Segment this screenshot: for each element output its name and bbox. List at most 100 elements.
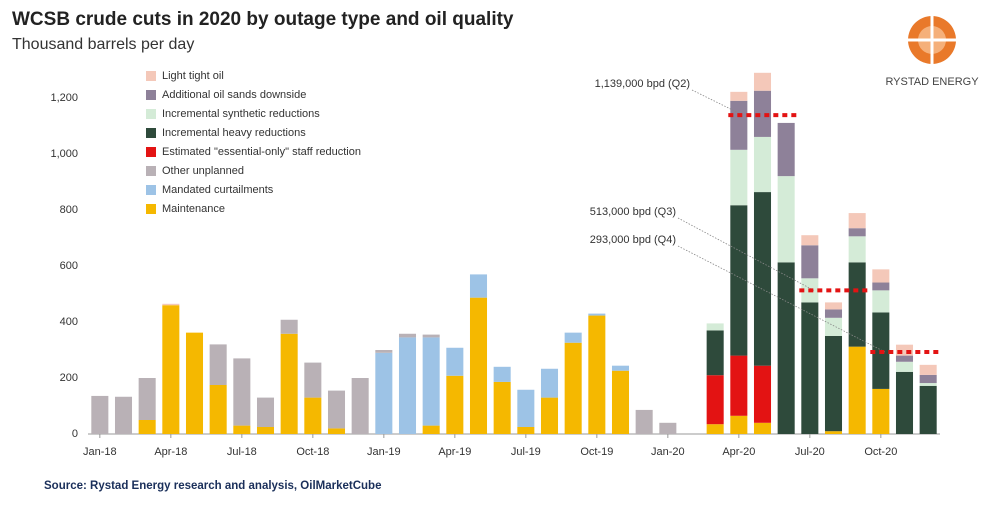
x-tick-label: Apr-19 <box>438 446 471 458</box>
bar-segment <box>919 364 937 375</box>
leader-line <box>691 89 744 116</box>
bar-segment <box>564 332 582 343</box>
bar-segment <box>895 355 914 362</box>
bar-segment <box>138 420 156 434</box>
bar-segment <box>872 282 890 291</box>
bar-segment <box>233 358 251 426</box>
bar-segment <box>895 371 914 434</box>
bar-segment <box>730 149 748 206</box>
y-tick-label: 400 <box>60 316 78 328</box>
bar-segment <box>540 368 559 398</box>
annotation: 1,139,000 bpd (Q2) <box>595 78 690 90</box>
bar-segment <box>872 290 890 313</box>
bar-segment <box>777 176 795 263</box>
bar-segment <box>493 381 511 434</box>
bar-segment <box>162 305 180 434</box>
bar-segment <box>848 213 866 229</box>
legend-swatch <box>146 204 156 214</box>
bar-segment <box>848 236 866 263</box>
bar-segment <box>422 425 440 434</box>
bar-segment <box>753 90 772 137</box>
bar-segment <box>706 424 724 434</box>
bar-segment <box>398 337 417 434</box>
bar-segment <box>919 374 937 384</box>
bar-segment <box>919 383 937 386</box>
bar-segment <box>635 409 653 434</box>
x-tick-label: Oct-18 <box>296 446 329 458</box>
bar-segment <box>824 309 843 318</box>
bar-segment <box>730 91 748 101</box>
legend-label: Incremental heavy reductions <box>162 127 306 139</box>
bar-segment <box>256 427 275 434</box>
x-tick-label: Jul-20 <box>795 446 825 458</box>
brand: RYSTAD ENERGY <box>885 76 979 88</box>
legend-label: Other unplanned <box>162 165 244 177</box>
bar-segment <box>114 396 133 434</box>
bar-segment <box>564 342 582 434</box>
bar-segment <box>375 352 393 434</box>
y-tick-label: 0 <box>72 428 78 440</box>
bar-segment <box>730 355 748 416</box>
x-tick-label: Jan-20 <box>651 446 685 458</box>
bar-segment <box>706 323 724 331</box>
x-tick-label: Apr-20 <box>722 446 755 458</box>
bar-segment <box>138 378 156 420</box>
y-tick-label: 1,000 <box>50 148 78 160</box>
bar-segment <box>588 315 606 434</box>
bar-segment <box>753 192 772 366</box>
legend-swatch <box>146 90 156 100</box>
bar-segment <box>895 344 914 356</box>
bar-segment <box>706 330 724 376</box>
source: Source: Rystad Energy research and analy… <box>44 480 381 492</box>
bar-segment <box>824 336 843 432</box>
bar-segment <box>327 390 346 429</box>
bar-segment <box>706 375 724 425</box>
bar-segment <box>209 385 227 434</box>
bar-segment <box>327 428 346 434</box>
y-tick-label: 1,200 <box>50 92 78 104</box>
bar-segment <box>777 262 795 434</box>
legend-label: Additional oil sands downside <box>162 89 306 101</box>
y-tick-label: 600 <box>60 260 78 272</box>
bar-segment <box>351 378 369 434</box>
bar-segment <box>469 297 488 434</box>
x-tick-label: Apr-18 <box>154 446 187 458</box>
bar-segment <box>872 269 890 283</box>
bar-segment <box>730 100 748 150</box>
bar-segment <box>872 388 890 434</box>
legend-swatch <box>146 166 156 176</box>
bar-segment <box>753 422 772 434</box>
annotation: 513,000 bpd (Q3) <box>590 206 676 218</box>
bar-segment <box>824 302 843 310</box>
bar-segment <box>588 313 606 316</box>
x-tick-label: Oct-20 <box>864 446 897 458</box>
y-tick-label: 200 <box>60 372 78 384</box>
bar-segment <box>446 375 464 434</box>
bar-segment <box>801 235 819 246</box>
chart-title: WCSB crude cuts in 2020 by outage type a… <box>12 9 514 30</box>
bar-segment <box>848 228 866 237</box>
bar-segment <box>517 389 535 427</box>
chart-subtitle: Thousand barrels per day <box>12 36 194 53</box>
bar-segment <box>280 333 298 434</box>
bar-segment <box>233 425 251 434</box>
bar-segment <box>730 415 748 434</box>
x-tick-label: Jul-18 <box>227 446 257 458</box>
legend-swatch <box>146 109 156 119</box>
bar-segment <box>801 245 819 279</box>
bar-segment <box>611 370 630 434</box>
bar-segment <box>848 262 866 347</box>
bar-segment <box>895 361 914 372</box>
bar-segment <box>611 365 630 371</box>
x-tick-label: Jan-19 <box>367 446 401 458</box>
bar-segment <box>446 347 464 376</box>
bar-segment <box>209 344 227 385</box>
bar-segment <box>730 205 748 356</box>
bar-segment <box>185 332 204 434</box>
bar-segment <box>375 350 393 353</box>
legend-swatch <box>146 71 156 81</box>
x-tick-label: Jan-18 <box>83 446 117 458</box>
x-tick-label: Jul-19 <box>511 446 541 458</box>
logo <box>908 16 956 64</box>
legend-label: Estimated "essential-only" staff reducti… <box>162 146 361 158</box>
